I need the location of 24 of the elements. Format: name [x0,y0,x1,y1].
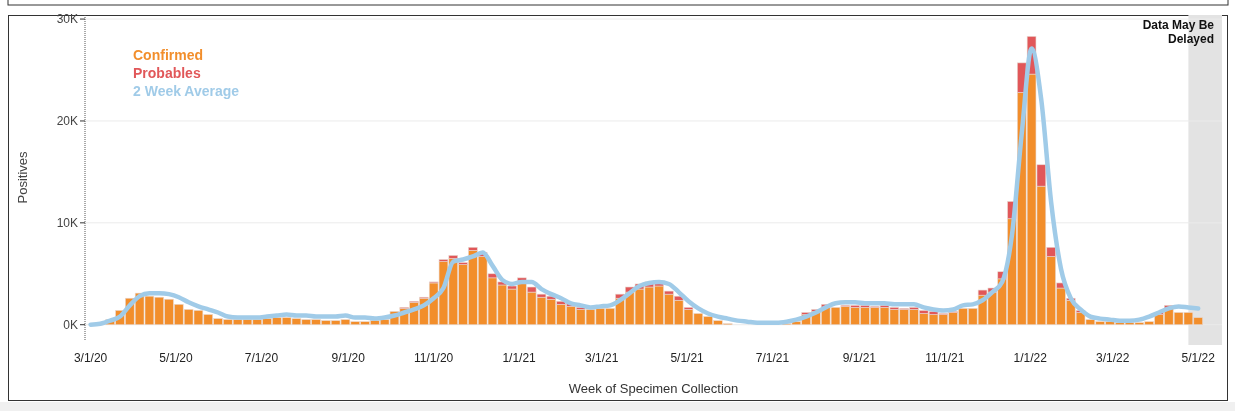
y-tick-label: 10K [56,216,78,231]
x-axis-title: Week of Specimen Collection [568,381,739,396]
x-tick-label: 3/1/21 [585,351,619,365]
text: Confirmed [133,47,203,63]
x-tick-label: 5/1/22 [1181,351,1216,365]
x-tick-label: 3/1/20 [73,351,108,365]
text: Probables [133,65,201,81]
x-tick-label: 3/1/22 [1096,351,1130,365]
x-tick-label: 11/1/20 [414,351,454,365]
y-axis-title: Positives [15,151,30,204]
x-tick-label: 5/1/20 [159,351,194,365]
x-tick-label: 11/1/21 [925,351,965,365]
y-tick-label: 30K [56,12,78,27]
x-tick-label: 1/1/22 [1013,351,1048,365]
x-tick-label: 7/1/20 [244,351,279,365]
y-tick-label: 20K [56,114,78,129]
text: 2 Week Average [133,83,240,99]
x-tick-label: 1/1/21 [502,351,537,365]
x-tick-label: 9/1/20 [331,351,366,365]
x-tick-label: 5/1/21 [670,351,705,365]
band-label: Data May Be Delayed [1142,18,1215,46]
x-tick-label: 7/1/21 [755,351,790,365]
y-tick-label: 0K [63,317,78,332]
x-tick-label: 9/1/21 [842,351,877,365]
